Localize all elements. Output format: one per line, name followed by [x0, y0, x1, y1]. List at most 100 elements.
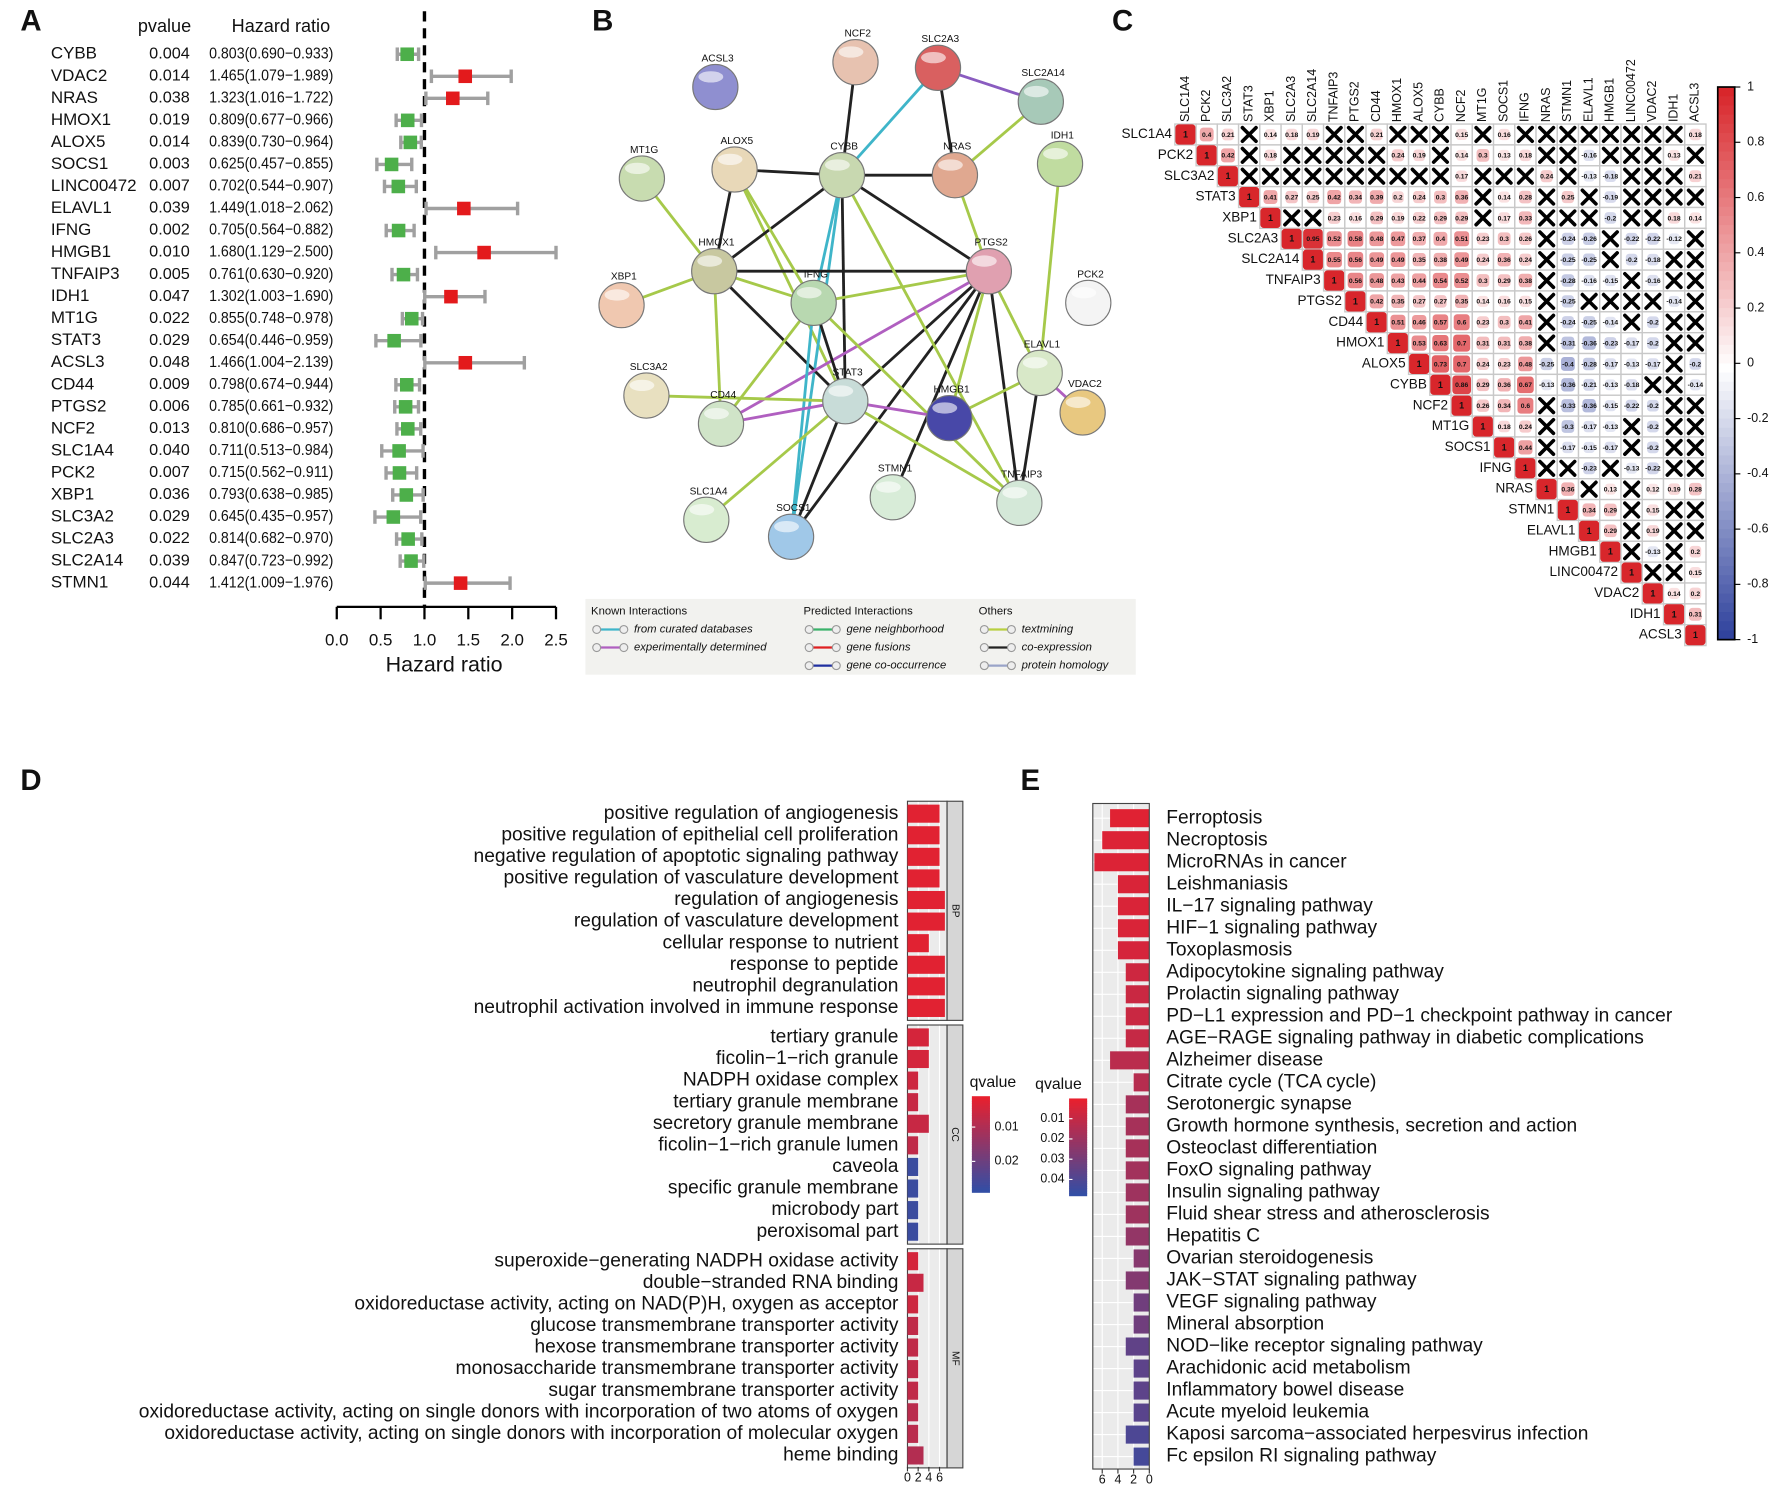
- network-edge: [840, 66, 940, 177]
- colorbar-step: [1069, 1193, 1088, 1197]
- colorbar-step: [1717, 123, 1735, 134]
- category-label: neutrophil activation involved in immune…: [474, 997, 899, 1018]
- hr-marker: [399, 378, 414, 392]
- category-label: NADPH oxidase complex: [683, 1070, 899, 1091]
- panel-letter: D: [20, 764, 41, 797]
- network-node: [818, 151, 866, 199]
- colorbar-title: qvalue: [1035, 1076, 1082, 1093]
- correlation-label: 0.39: [1370, 194, 1383, 201]
- category-label: monosaccharide transmembrane transporter…: [455, 1358, 898, 1379]
- correlation-cell: [1604, 191, 1617, 203]
- correlation-label: -0.16: [1581, 278, 1597, 285]
- correlation-label: -0.13: [1624, 466, 1640, 473]
- correlation-label: 0.29: [1498, 278, 1511, 285]
- row-label: IDH1: [1630, 606, 1661, 621]
- correlation-cell: [1689, 566, 1701, 579]
- row-label: HMOX1: [1336, 335, 1384, 350]
- row-label: CD44: [1328, 314, 1363, 329]
- hr-marker: [457, 201, 471, 216]
- correlation-cell: [1432, 272, 1449, 289]
- correlation-label: -0.2: [1647, 340, 1659, 347]
- correlation-cell: [1369, 231, 1385, 247]
- column-label: NRAS: [1539, 88, 1553, 123]
- correlation-cell: [1625, 232, 1638, 245]
- correlation-label: -0.13: [1539, 382, 1555, 389]
- category-label: Ovarian steroidogenesis: [1166, 1248, 1373, 1269]
- colorbar-step: [1717, 602, 1735, 613]
- colorbar-step: [971, 1141, 990, 1145]
- correlation-cell: [1498, 149, 1510, 161]
- colorbar-step: [1717, 455, 1735, 466]
- hr-marker: [391, 179, 406, 194]
- category-label: positive regulation of epithelial cell p…: [501, 824, 898, 845]
- legend-box: [585, 598, 1136, 675]
- row-label: IFNG: [1479, 460, 1511, 475]
- node-highlight: [1023, 85, 1049, 98]
- correlation-cell: [1561, 274, 1575, 287]
- error-bar: [424, 201, 520, 216]
- correlation-cell: [1498, 357, 1511, 370]
- row-label: SLC2A14: [1241, 251, 1299, 266]
- pvalue-label: 0.005: [149, 266, 190, 283]
- insignificant-cross: [1686, 292, 1704, 310]
- row-label: SLC1A4: [1121, 126, 1172, 141]
- pvalue-label: 0.007: [149, 178, 190, 195]
- correlation-label: -0.13: [1603, 424, 1619, 431]
- hr-label: 0.715(0.562−0.911): [209, 464, 333, 481]
- hr-label: 1.323(1.016−1.722): [209, 89, 333, 106]
- pvalue-label: 0.002: [149, 222, 190, 239]
- pvalue-label: 0.048: [149, 354, 190, 371]
- correlation-cell: [1472, 416, 1494, 437]
- correlation-label: 1: [1587, 526, 1592, 536]
- colorbar-step: [1069, 1176, 1088, 1180]
- x-tick-label: 2: [915, 1470, 922, 1484]
- colorbar-step: [1717, 418, 1735, 429]
- category-label: Kaposi sarcoma−associated herpesvirus in…: [1166, 1424, 1588, 1445]
- correlation-cell: [1604, 170, 1617, 182]
- hr-label: 0.711(0.513−0.984): [209, 442, 333, 459]
- facet-label: BP: [949, 904, 960, 918]
- gene-label: IDH1: [51, 286, 90, 305]
- correlation-label: -0.21: [1581, 382, 1597, 389]
- network-edge: [789, 270, 990, 538]
- correlation-label: -0.18: [1624, 382, 1640, 389]
- insignificant-cross: [1580, 209, 1598, 227]
- correlation-label: 0.38: [1519, 340, 1532, 347]
- colorbar-step: [971, 1127, 990, 1131]
- pvalue-label: 0.009: [149, 376, 190, 393]
- row-label: PTGS2: [1297, 293, 1341, 308]
- correlation-label: 0.49: [1370, 257, 1383, 264]
- node-highlight: [629, 379, 655, 392]
- correlation-cell: [1454, 231, 1470, 247]
- bar: [1125, 1425, 1150, 1444]
- correlation-label: 0.57: [1434, 320, 1447, 327]
- insignificant-cross: [1665, 188, 1683, 206]
- colorbar-step: [1717, 565, 1735, 576]
- correlation-label: 1: [1459, 401, 1464, 411]
- column-label: STAT3: [1241, 85, 1255, 122]
- insignificant-cross: [1368, 167, 1386, 185]
- correlation-cell: [1689, 128, 1702, 141]
- insignificant-cross: [1538, 125, 1556, 144]
- correlation-label: 0.31: [1476, 340, 1489, 347]
- node-label: ALOX5: [720, 136, 753, 147]
- column-header: Hazard ratio: [232, 16, 330, 36]
- row-label: NRAS: [1495, 481, 1533, 496]
- colorbar-step: [1717, 427, 1735, 438]
- correlation-label: 0.3: [1499, 320, 1509, 327]
- row-label: MT1G: [1432, 418, 1470, 433]
- correlation-cell: [1476, 253, 1489, 266]
- correlation-label: 0.17: [1455, 174, 1468, 181]
- category-label: regulation of angiogenesis: [674, 889, 898, 910]
- correlation-cell: [1498, 295, 1510, 308]
- correlation-label: 0.63: [1434, 340, 1447, 347]
- correlation-cell: [1689, 379, 1701, 391]
- correlation-label: -0.36: [1581, 403, 1597, 410]
- colorbar-step: [971, 1187, 990, 1191]
- bar: [1102, 831, 1150, 850]
- correlation-label: 0.42: [1328, 194, 1341, 201]
- category-label: positive regulation of vasculature devel…: [503, 868, 899, 889]
- bar: [1110, 1051, 1150, 1070]
- legend-dot: [979, 624, 989, 634]
- network-edge: [812, 301, 1021, 504]
